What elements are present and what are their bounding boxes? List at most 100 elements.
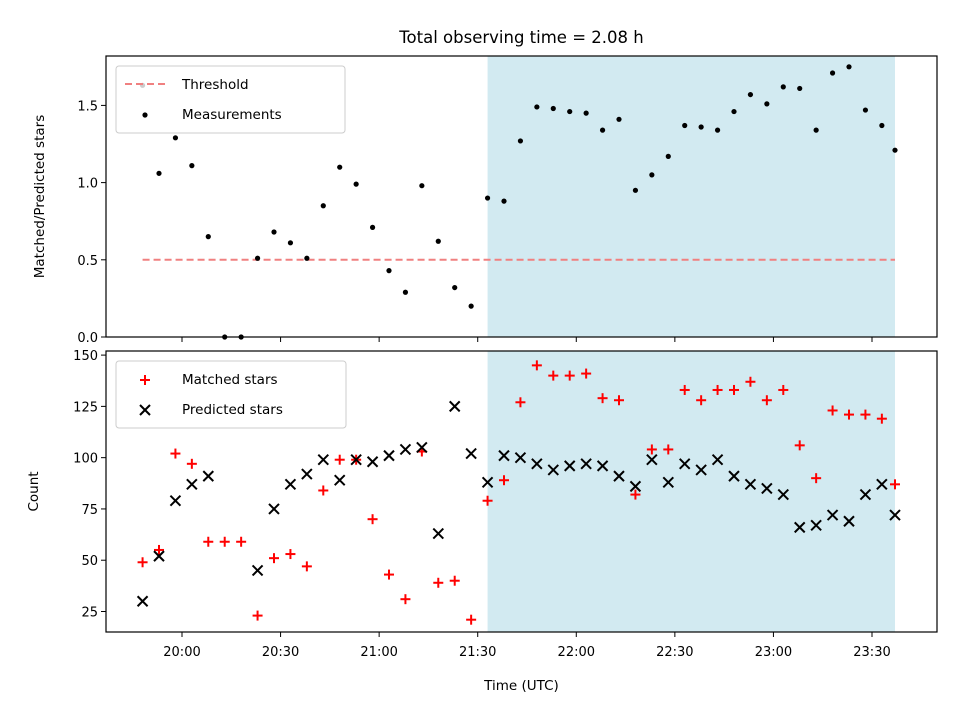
y-tick-label: 125 [73,400,98,415]
predicted-star-stroke-b [843,515,855,527]
x-tick-label: 22:00 [558,645,595,660]
predicted-star-stroke-b [711,454,724,466]
matched-star-marker [745,376,756,387]
measurement-point [649,172,655,178]
y-tick-label: 1.0 [77,177,98,192]
measurement-point [386,268,392,274]
predicted-star-stroke-b [284,478,297,491]
measurement-point [846,64,852,70]
predicted-star-marker [711,454,724,466]
matched-star-marker [499,475,509,486]
observing-window-shade [487,351,895,632]
measurement-point [419,183,425,189]
predicted-star-marker [317,454,329,466]
predicted-star-marker [169,495,182,507]
predicted-star-marker [531,458,543,470]
predicted-star-marker [744,478,757,491]
predicted-star-marker [251,564,264,577]
predicted-star-stroke-b [728,470,740,482]
x-tick-label: 21:30 [459,645,496,660]
predicted-star-stroke-b [366,456,379,468]
predicted-star-marker [876,478,888,491]
matched-star-marker [548,370,559,381]
predicted-star-marker [859,488,872,501]
predicted-star-marker [399,443,412,456]
predicted-star-stroke-b [465,447,477,460]
y-tick-label: 50 [81,554,98,569]
top-y-axis-label: Matched/Predicted stars [32,115,48,278]
predicted-star-marker [629,480,642,493]
measurement-point [501,198,507,204]
predicted-star-marker [498,449,510,462]
matched-star-marker [844,409,854,420]
matched-star-marker [269,553,279,564]
predicted-star-stroke-b [449,400,461,413]
top-y-ticks: 0.0 0.5 1.0 1.5 [77,99,106,346]
measurement-point [682,122,688,129]
measurement-point [550,105,556,112]
matched-star-marker [712,384,723,395]
predicted-star-stroke-b [646,454,658,466]
matched-star-marker [581,368,592,379]
predicted-star-marker [416,441,428,454]
predicted-star-marker [843,515,855,527]
measurement-point [452,284,458,291]
matched-star-marker [564,370,575,381]
predicted-star-marker [613,470,625,482]
predicted-star-marker [465,447,477,460]
matched-star-marker [285,549,296,560]
predicted-star-marker [186,478,198,491]
measurement-point [616,116,622,122]
measurement-point [632,187,639,193]
predicted-star-stroke-b [153,550,165,562]
predicted-star-stroke-b [186,478,198,491]
predicted-star-stroke-b [744,478,757,491]
matched-star-marker [449,575,460,586]
matched-star-marker [663,444,674,455]
measurement-point [862,107,869,113]
measurement-point [402,289,409,295]
measurement-point [797,85,803,92]
measurement-point [567,108,573,115]
y-tick-label: 25 [81,605,98,620]
predicted-star-marker [826,509,839,521]
measurement-point [484,195,491,201]
predicted-star-stroke-b [399,443,412,456]
matched-star-marker [170,448,181,459]
predicted-star-stroke-b [596,460,609,472]
predicted-star-marker [580,458,592,470]
matched-star-marker [696,395,707,406]
matched-star-marker [384,569,394,580]
observing-window-shade [487,56,895,337]
predicted-star-stroke-b [334,474,346,486]
measurement-point [435,238,441,244]
top-axes-frame [105,55,938,338]
legend-measurement-swatch [142,112,148,118]
matched-star-marker [301,561,312,572]
predicted-star-stroke-b [564,460,576,472]
legend-measurements-label: Measurements [182,107,282,123]
measurement-point [320,203,326,209]
predicted-star-stroke-b [662,476,674,488]
bottom-y-axis-label: Count [26,471,42,511]
measurement-point [172,135,179,141]
matched-star-marker [890,479,900,490]
predicted-star-marker [301,468,313,480]
y-tick-label: 75 [81,503,98,518]
matched-star-marker [860,409,871,420]
matched-star-marker [137,557,148,568]
predicted-star-stroke-b [202,470,214,482]
matched-star-marker [433,577,444,588]
measurement-point [764,101,770,107]
measurement-point [304,255,310,261]
predicted-star-stroke-b [889,509,901,521]
matched-star-marker [630,489,641,500]
x-tick-label: 23:00 [755,645,792,660]
predicted-star-marker [136,595,149,607]
x-axis-label: Time (UTC) [483,678,559,694]
x-tick-label: 20:00 [163,645,200,660]
matched-star-marker [679,384,690,395]
predicted-star-stroke-b [498,449,510,462]
predicted-star-marker [794,521,806,534]
measurement-point [287,240,294,246]
